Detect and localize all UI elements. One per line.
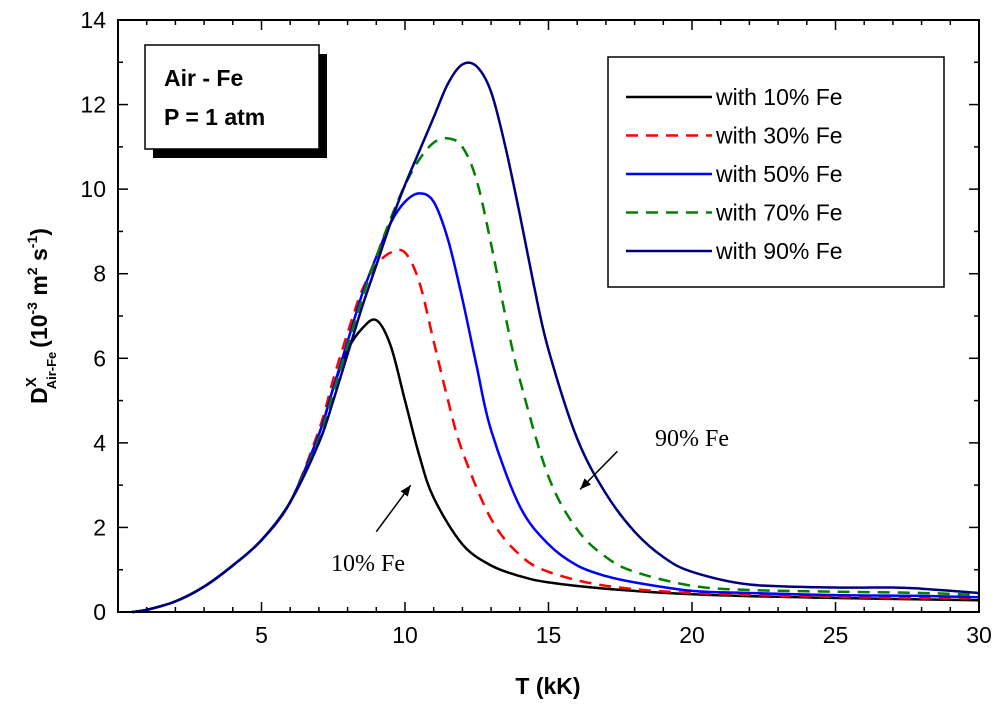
y-tick-label: 12 (80, 92, 106, 118)
info-line-2: P = 1 atm (164, 104, 265, 130)
legend-label-4: with 70% Fe (715, 200, 843, 226)
x-tick-label: 10 (392, 622, 418, 648)
y-axis-title-main: D (26, 387, 52, 404)
y-axis-title-s: s (26, 248, 52, 267)
annotations: 10% Fe 90% Fe (331, 426, 729, 577)
legend: with 10% Fe with 30% Fe with 50% Fe with 70… (607, 56, 945, 288)
y-axis-title-exp3: -1 (24, 236, 40, 249)
legend-label-5: with 90% Fe (715, 238, 843, 264)
info-box-frame (144, 44, 320, 150)
y-axis-title-sub: Air-Fe (44, 352, 59, 390)
y-tick-label: 14 (80, 7, 106, 33)
info-box: Air - Fe P = 1 atm (144, 44, 327, 158)
legend-label-2: with 30% Fe (715, 123, 843, 149)
y-axis-title-exp2: 2 (24, 267, 40, 275)
y-axis-title-m: m (26, 275, 52, 302)
y-tick-label: 10 (80, 176, 106, 202)
x-tick-label: 20 (679, 622, 705, 648)
series-line-5 (132, 61, 980, 614)
y-tick-label: 4 (93, 430, 106, 456)
y-axis-title-exp1: -3 (24, 302, 40, 315)
annotation-label-1: 10% Fe (331, 551, 405, 577)
annotation-arrowhead-1 (400, 485, 411, 497)
y-axis-title-close: ) (26, 228, 52, 236)
info-line-1: Air - Fe (164, 65, 243, 91)
legend-label-1: with 10% Fe (715, 84, 843, 110)
annotation-label-2: 90% Fe (655, 426, 729, 452)
y-tick-label: 6 (93, 345, 106, 371)
series-layer (132, 61, 980, 614)
y-axis-title: DX Air-Fe (10-3 m2 s-1) (23, 228, 59, 404)
x-tick-label: 25 (823, 622, 849, 648)
legend-frame (607, 56, 945, 288)
y-tick-label: 0 (93, 599, 106, 625)
annotation-arrowhead-2 (580, 478, 591, 490)
plot-frame (117, 19, 980, 613)
x-tick-label: 15 (536, 622, 562, 648)
y-axis-title-sup: X (23, 377, 40, 387)
legend-label-3: with 50% Fe (715, 161, 843, 187)
tick-labels: 5 10 15 20 25 30 0 2 4 6 8 10 12 14 (80, 7, 991, 648)
x-tick-label: 5 (255, 622, 268, 648)
y-axis-title-unit-open: (10 (26, 314, 52, 347)
x-axis-title: T (kK) (515, 673, 580, 699)
y-tick-label: 8 (93, 261, 106, 287)
series-line-4 (132, 136, 980, 614)
x-tick-label: 30 (966, 622, 992, 648)
y-tick-label: 2 (93, 514, 106, 540)
